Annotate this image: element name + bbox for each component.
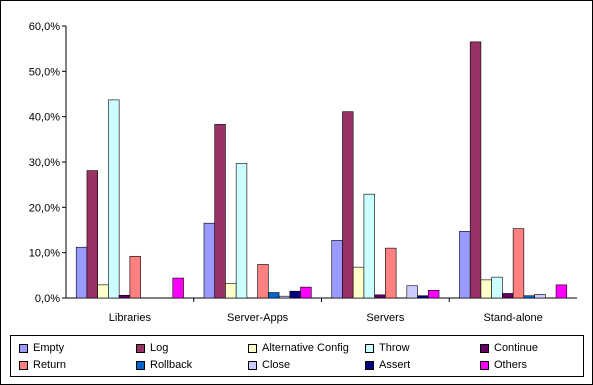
bar-server-apps-assert <box>289 290 301 299</box>
bar-stand-alone-rollback <box>523 295 535 299</box>
bar-server-apps-empty <box>203 222 216 299</box>
bar-stand-alone-alternative-config <box>480 279 492 299</box>
legend-swatch <box>248 360 257 370</box>
bar-servers-close <box>406 285 418 299</box>
bar-server-apps-others <box>300 286 312 299</box>
x-category-labels: Libraries Server-Apps Servers Stand-alone <box>109 312 543 324</box>
legend-label: Log <box>150 342 169 354</box>
legend-label: Continue <box>494 342 539 354</box>
x-category-label: Server-Apps <box>227 312 289 324</box>
bar-libraries-others <box>172 277 184 299</box>
y-tick-label: 20,0% <box>29 202 60 214</box>
bar-libraries-continue <box>118 294 131 299</box>
legend-swatch <box>19 343 28 353</box>
bar-servers-continue <box>374 294 386 299</box>
bar-servers-others <box>427 289 440 299</box>
bar-stand-alone-return <box>512 228 525 299</box>
legend-label: Throw <box>379 342 410 354</box>
legend-label: Alternative Config <box>262 342 349 354</box>
legend-item: Continue <box>480 341 538 355</box>
bar-libraries-alternative-config <box>97 284 109 299</box>
bar-servers-return <box>385 247 397 299</box>
bar-libraries-empty <box>75 246 88 299</box>
y-tick-label: 50,0% <box>29 66 60 78</box>
bar-server-apps-rollback <box>268 292 280 299</box>
x-category-label: Libraries <box>109 312 152 324</box>
legend-item: Return <box>19 358 66 372</box>
legend-swatch <box>136 343 145 353</box>
legend-label: Assert <box>379 359 411 371</box>
bar-server-apps-log <box>214 124 226 299</box>
y-tick-label: 30,0% <box>29 157 60 169</box>
legend-swatch <box>365 360 374 370</box>
legend-item: Rollback <box>136 358 192 372</box>
y-tick-label: 0,0% <box>35 293 60 305</box>
bar-stand-alone-close <box>534 294 546 299</box>
legend-item: Log <box>136 341 168 355</box>
y-tick-label: 40,0% <box>29 112 60 124</box>
legend-label: Close <box>262 359 291 371</box>
bar-servers-assert <box>417 295 429 299</box>
bar-stand-alone-throw <box>491 276 503 299</box>
bar-stand-alone-log <box>469 41 482 299</box>
legend-item: Close <box>248 358 290 372</box>
legend-swatch <box>365 343 374 353</box>
legend-label: Return <box>33 359 67 371</box>
bar-servers-alternative-config <box>352 266 365 299</box>
bar-servers-log <box>342 111 354 299</box>
legend-swatch <box>480 360 489 370</box>
x-category-label: Servers <box>366 312 404 324</box>
bar-chart: 0,0% 10,0% 20,0% 30,0% 40,0% 50,0% 60,0% Libra… <box>29 21 577 324</box>
bar-servers-throw <box>363 193 375 299</box>
legend-swatch <box>480 343 489 353</box>
legend-item: Alternative Config <box>248 341 349 355</box>
legend-item: Empty <box>19 341 64 355</box>
bar-stand-alone-others <box>555 284 568 299</box>
bar-servers-empty <box>331 240 343 299</box>
bar-server-apps-alternative-config <box>225 283 237 299</box>
bar-libraries-log <box>86 170 98 299</box>
y-tick-labels: 0,0% 10,0% 20,0% 30,0% 40,0% 50,0% 60,0% <box>29 21 60 305</box>
legend-swatch <box>136 360 145 370</box>
legend-swatch <box>19 360 28 370</box>
legend-label: Empty <box>33 342 65 354</box>
legend-swatch <box>248 343 257 353</box>
bar-libraries-return <box>129 255 141 299</box>
chart-bars <box>75 41 568 299</box>
legend-label: Rollback <box>150 359 193 371</box>
y-tick-label: 60,0% <box>29 21 60 33</box>
bar-stand-alone-continue <box>502 293 514 299</box>
bar-server-apps-throw <box>235 163 248 299</box>
legend-item: Throw <box>365 341 410 355</box>
chart-legend: Empty Log Alternative Config Throw Continue R… <box>10 335 584 377</box>
legend-label: Others <box>494 359 528 371</box>
y-tick-label: 10,0% <box>29 248 60 260</box>
bar-server-apps-return <box>257 264 269 299</box>
x-category-label: Stand-alone <box>483 312 542 324</box>
legend-item: Others <box>480 358 527 372</box>
bar-server-apps-close <box>278 295 291 299</box>
bar-libraries-throw <box>108 99 120 299</box>
bar-stand-alone-empty <box>459 231 471 299</box>
legend-item: Assert <box>365 358 410 372</box>
